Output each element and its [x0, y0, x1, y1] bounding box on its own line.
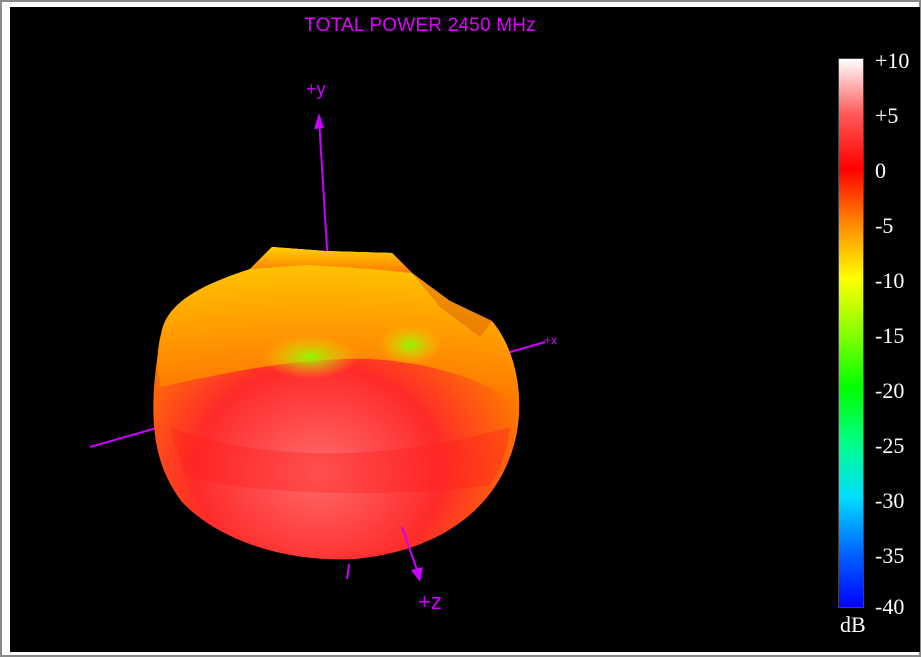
- z-axis-label: +z: [418, 589, 442, 614]
- radiation-pattern-scene[interactable]: [10, 7, 920, 652]
- z-axis-arrowhead: [411, 567, 423, 582]
- scale-tick-label: 0: [875, 158, 886, 183]
- pattern-facet-shadow: [412, 273, 492, 337]
- x-axis-label: +x: [544, 333, 558, 347]
- y-axis-label: +y: [306, 79, 326, 99]
- scale-tick-label: +5: [875, 103, 899, 128]
- scale-tick-label: -30: [875, 488, 905, 513]
- plot-title: TOTAL POWER 2450 MHz: [304, 15, 536, 36]
- pattern-null-left: [262, 335, 358, 379]
- neg-x-axis-line: [89, 426, 161, 448]
- z-axis-tick: [346, 563, 350, 580]
- scale-tick-label: -15: [875, 323, 905, 348]
- scale-tick-label: -5: [875, 213, 894, 238]
- scale-tick-label: -40: [875, 594, 905, 619]
- scale-tick-label: -10: [875, 268, 905, 293]
- 3d-viewport[interactable]: TOTAL POWER 2450 MHz: [10, 7, 920, 652]
- color-scale-bar: [838, 58, 864, 608]
- pattern-top-cap: [250, 247, 412, 273]
- scale-tick-label: -20: [875, 378, 905, 403]
- y-axis-line: [318, 118, 329, 266]
- z-axis-line: [401, 526, 419, 574]
- scale-tick-label: -35: [875, 543, 905, 568]
- scale-tick-label: +10: [875, 48, 910, 73]
- pattern-lower-shade: [170, 427, 510, 494]
- scale-tick-label: -25: [875, 433, 905, 458]
- y-axis-arrowhead: [314, 113, 324, 129]
- scale-unit-label: dB: [840, 612, 866, 637]
- pattern-null-right: [378, 325, 442, 365]
